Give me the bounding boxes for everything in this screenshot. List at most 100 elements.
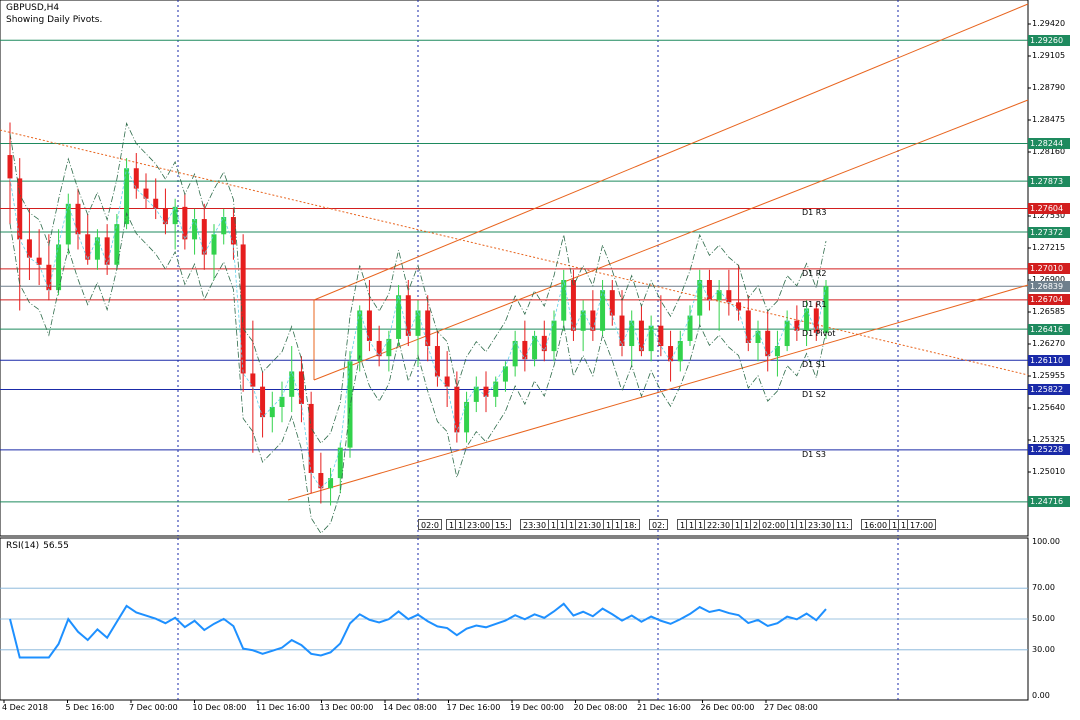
price-scale-label: 1.25325 [1032,435,1066,444]
candle-body [162,208,168,225]
candle-body [182,206,188,240]
candle-body [337,447,343,479]
candle-body [260,386,266,418]
price-level-tag: 1.27873 [1028,175,1070,187]
price-level-tag: 1.24716 [1028,496,1070,508]
candle-body [143,188,149,199]
channel-mid [313,99,1029,381]
price-level-tag: 1.25228 [1028,444,1070,456]
date-axis-label: 7 Dec 00:00 [129,703,178,712]
candle-body [668,346,674,362]
pivot-label: D1 S3 [802,449,826,459]
candle-body [804,308,810,331]
candle-body [677,340,683,362]
price-scale-label: 1.28160 [1032,147,1066,156]
candle-body [774,346,780,357]
date-axis-label: 4 Dec 2018 [2,703,49,712]
date-axis-label: 5 Dec 16:00 [65,703,115,712]
candle-body [512,340,518,367]
candle-body [561,280,567,321]
candle-body [434,346,440,377]
price-scale-label: 1.26585 [1032,307,1066,316]
price-scale-label: 1.28475 [1032,115,1066,124]
candle-body [629,320,635,347]
date-axis-label: 10 Dec 08:00 [192,703,247,712]
candle-body [532,335,538,360]
candle-body [522,340,528,360]
candle-body [36,257,42,265]
candle-body [7,155,13,179]
candle-body [648,325,654,352]
price-scale-label: 1.26900 [1032,275,1066,284]
symbol-label: GBPUSD,H4 [6,3,60,13]
candle-body [65,203,71,245]
candle-body [17,178,23,240]
candle-body [240,244,246,374]
candle-body [347,361,353,448]
candle-body [250,373,256,387]
date-axis-label: 21 Dec 16:00 [637,703,691,712]
candle-body [726,290,732,303]
indicator-label: Showing Daily Pivots. [6,15,103,25]
candle-body [638,320,644,352]
candle-body [697,280,703,316]
candle-body [386,338,392,357]
rsi-line [9,602,827,659]
price-scale-label: 1.27530 [1032,211,1066,220]
pivot-label: D1 S1 [802,360,826,370]
candle-body [658,325,664,347]
candle-body [308,403,314,474]
candle-body [687,315,693,341]
zigzag-line [9,166,827,489]
date-axis-label: 14 Dec 08:00 [383,703,437,712]
time-tag: 02:00 [759,519,789,530]
time-tag: 17:00 [907,519,937,530]
candle-body [153,198,159,209]
upper-band [9,121,827,444]
rsi-name: RSI(14) [6,541,40,551]
candle-body [26,239,32,258]
time-tag: 23:00 [464,519,494,530]
candle-body [328,478,334,489]
price-level-tag: 1.27010 [1028,263,1070,275]
candle-body [541,335,547,352]
candle-body [600,290,606,331]
time-tag: 02: [649,519,668,530]
candle-body [366,310,372,341]
candle-body [716,290,722,301]
candle-body [94,237,100,260]
candle-body [376,340,382,357]
price-scale-label: 1.25010 [1032,467,1066,476]
pivot-label: D1 Pivot [802,329,836,339]
date-axis-label: 27 Dec 08:00 [764,703,818,712]
price-level-tag: 1.28244 [1028,137,1070,149]
rsi-scale-label: 100.00 [1032,537,1060,546]
candle-body [580,310,586,331]
candle-body [706,280,712,301]
pivot-label: D1 R3 [802,208,827,218]
rsi-scale-label: 70.00 [1032,583,1055,593]
time-tag: 15: [492,519,511,530]
candle-body [736,302,742,311]
price-scale-label: 1.29420 [1032,19,1066,28]
date-axis-label: 19 Dec 00:00 [510,703,564,712]
date-axis-label: 11 Dec 16:00 [256,703,310,712]
price-scale-label: 1.29105 [1032,51,1066,60]
pivot-label: D1 S2 [802,389,826,399]
candle-body [570,280,576,331]
candle-body [221,217,227,235]
time-tag: 02:0 [418,519,442,530]
candle-body [502,366,508,382]
price-scale-label: 1.26270 [1032,339,1066,348]
price-level-tag: 1.26416 [1028,323,1070,335]
date-axis-label: 17 Dec 16:00 [446,703,501,712]
main-pane-frame [0,0,1029,537]
candle-body [172,206,178,225]
price-level-tag: 1.26839 [1028,280,1070,292]
candle-body [493,381,499,397]
candle-body [745,310,751,343]
price-scale-label: 1.25955 [1032,371,1066,380]
candle-body [114,224,120,265]
candle-body [298,371,304,404]
